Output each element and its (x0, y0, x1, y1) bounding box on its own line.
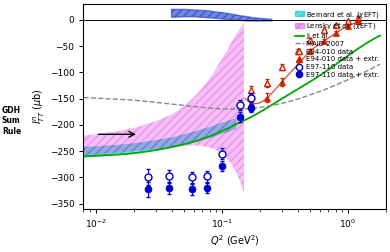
X-axis label: $Q^2$ (GeV$^2$): $Q^2$ (GeV$^2$) (210, 233, 260, 248)
Legend: Bernard et al. ($\chi$EFT), Lensky et al. ($\chi$EFT), Ji et al, MAID 2007, E94-: Bernard et al. ($\chi$EFT), Lensky et al… (293, 8, 382, 80)
Y-axis label: $I_{TT}^n$ ($\mu$b): $I_{TT}^n$ ($\mu$b) (32, 89, 47, 124)
Text: GDH
Sum
Rule: GDH Sum Rule (2, 106, 21, 136)
